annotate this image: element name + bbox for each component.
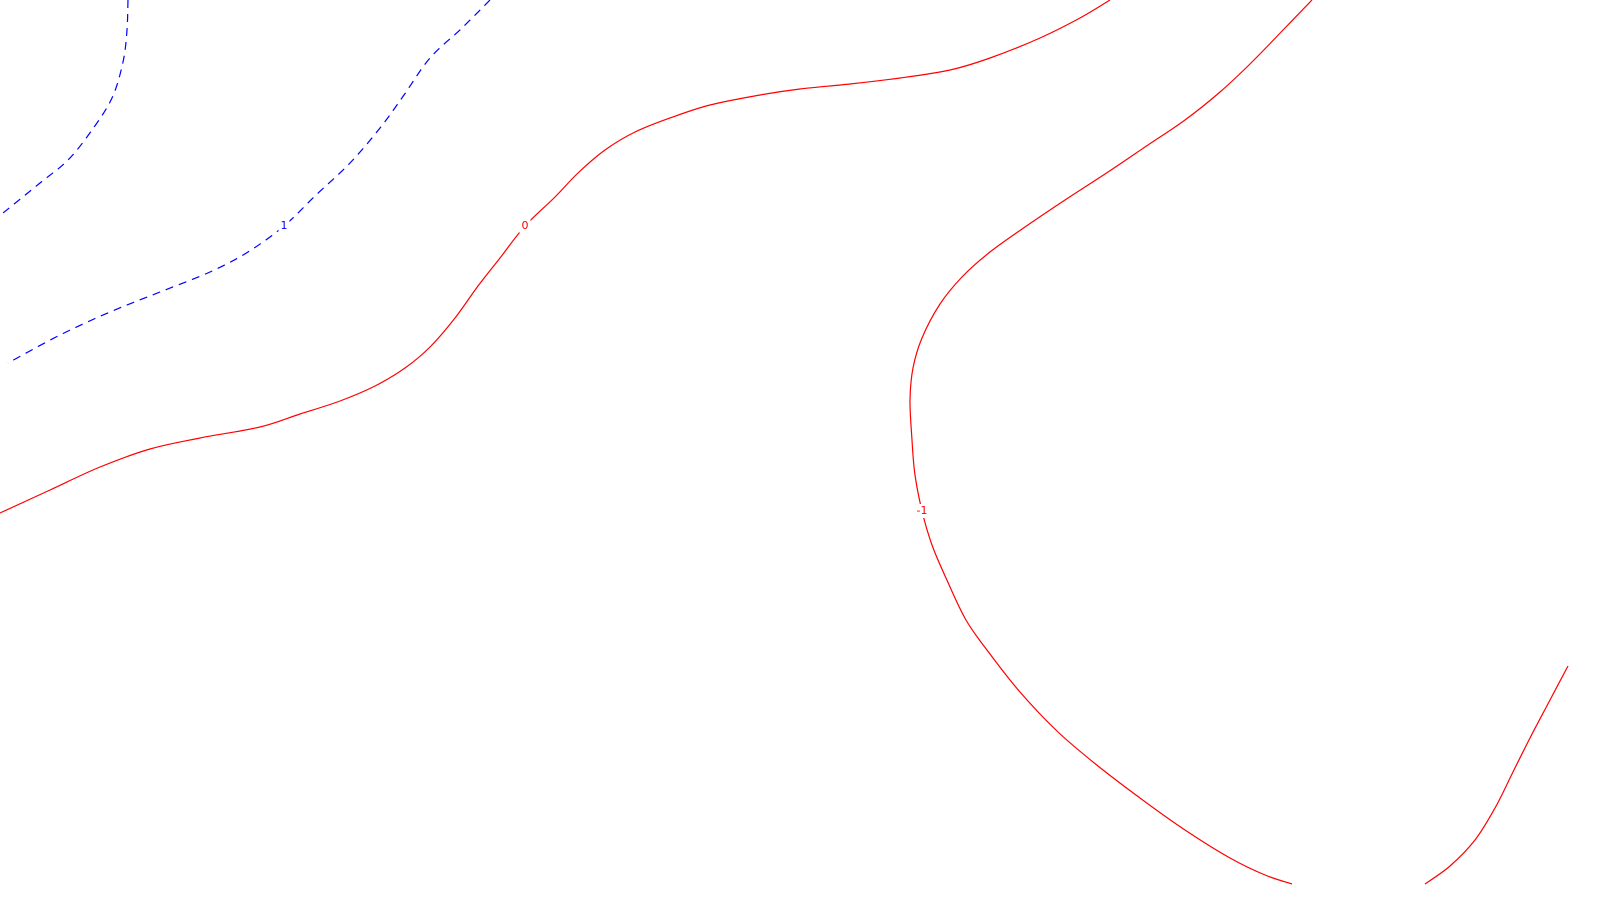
contour-line-level-neg1-3 [909, 0, 1313, 885]
contour-label-background [913, 504, 931, 518]
contour-lines [0, 0, 1569, 885]
contour-label-background [519, 219, 531, 233]
contour-labels: 1 0 -1 [278, 219, 931, 518]
contour-line-level-1-1 [7, 0, 491, 364]
contour-label-background [278, 219, 290, 233]
contour-label-neg1: -1 [917, 504, 928, 517]
contour-line-level-neg1-4 [1424, 665, 1569, 885]
contour-line-level-0-2 [0, 0, 1111, 514]
contour-line-level-2-0 [2, 0, 129, 214]
contour-label-1: 1 [281, 219, 288, 232]
contour-label-0: 0 [522, 219, 529, 232]
